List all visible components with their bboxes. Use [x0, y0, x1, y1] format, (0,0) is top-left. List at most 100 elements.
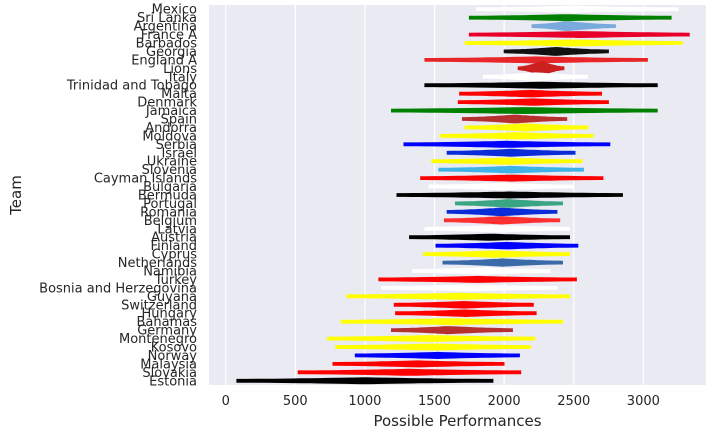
violin-italy [482, 72, 589, 82]
violin-bahamas [340, 318, 563, 326]
y-tick-label: Lions [163, 62, 197, 77]
violin-slovakia [297, 368, 522, 376]
violin-france-a [468, 31, 690, 39]
violin-latvia [424, 224, 570, 233]
violin-montenegro [326, 335, 536, 343]
y-tick-label: Moldova [142, 129, 197, 144]
violin-mexico [475, 5, 679, 13]
y-tick-label: Bulgaria [143, 180, 197, 195]
violin-series [236, 5, 690, 385]
violin-austria [409, 233, 570, 241]
y-tick-label: France A [141, 28, 197, 43]
x-axis-title: Possible Performances [373, 412, 541, 430]
y-tick-label: Guyana [147, 290, 197, 305]
y-tick-label: Sri Lanka [137, 11, 197, 26]
y-tick-label: Portugal [143, 197, 197, 212]
y-tick-label: Norway [148, 349, 198, 364]
y-tick-label: Slovakia [142, 366, 197, 381]
y-tick-label: Malta [161, 87, 197, 102]
violin-germany [390, 326, 513, 335]
y-tick-label: Andorra [145, 121, 197, 136]
violin-norway [354, 351, 520, 360]
y-tick-label: Bosnia and Herzegovina [39, 281, 197, 296]
y-tick-label: Spain [161, 113, 197, 128]
x-tick-label: 3000 [627, 394, 660, 409]
violin-bulgaria [428, 182, 575, 191]
violin-namibia [411, 267, 551, 275]
y-tick-label: Estonia [149, 374, 197, 389]
y-tick-label: Denmark [137, 96, 197, 111]
y-tick-label: Italy [169, 70, 198, 85]
violin-moldova [439, 132, 594, 140]
violin-georgia [503, 46, 609, 56]
violin-kosovo [335, 343, 531, 351]
violin-switzerland [393, 300, 534, 309]
y-tick-label: Romania [140, 205, 197, 220]
y-tick-label: Malaysia [140, 357, 197, 372]
y-tick-label: Netherlands [118, 256, 197, 271]
y-tick-label: Switzerland [121, 298, 197, 313]
x-tick-label: 2500 [557, 394, 590, 409]
y-tick-label: Namibia [143, 265, 197, 280]
violin-trinidad-and-tobago [424, 81, 658, 89]
x-tick-label: 500 [283, 394, 308, 409]
x-tick-label: 2000 [488, 394, 521, 409]
y-tick-label: Bahamas [137, 315, 198, 330]
violin-cayman-islands [420, 174, 604, 182]
violin-belgium [443, 216, 561, 225]
violin-turkey [378, 275, 577, 283]
y-tick-label: Trinidad and Tobago [66, 79, 197, 94]
y-tick-label: Latvia [157, 222, 197, 237]
violin-denmark [457, 98, 609, 106]
y-tick-label: Germany [137, 324, 197, 339]
violin-sri-lanka [468, 14, 672, 22]
violin-cyprus [422, 250, 570, 258]
y-tick-label: Ukraine [147, 155, 197, 170]
y-tick-label: Slovenia [142, 163, 197, 178]
x-tick-label: 1500 [418, 394, 451, 409]
violin-hungary [395, 309, 537, 318]
y-tick-label: Mexico [152, 3, 197, 18]
violin-romania [446, 207, 558, 217]
violin-malta [459, 89, 602, 98]
y-tick-label: Montenegro [119, 332, 197, 347]
y-tick-label: Barbados [136, 37, 198, 52]
violin-estonia [236, 377, 494, 385]
x-tick-label: 1000 [348, 394, 381, 409]
violin-malaysia [332, 360, 505, 368]
violin-serbia [403, 140, 611, 148]
y-tick-label: Cayman Islands [94, 172, 197, 187]
violin-england-a [424, 56, 648, 64]
violin-andorra [464, 123, 589, 132]
violin-jamaica [390, 107, 658, 115]
x-tick-labels: 0 500 1000 1500 2000 2500 3000 [222, 394, 660, 409]
violin-barbados [464, 39, 683, 47]
y-tick-label: Serbia [156, 138, 197, 153]
y-tick-label: Belgium [144, 214, 197, 229]
y-tick-label: Hungary [141, 307, 197, 322]
violin-lions [517, 61, 565, 76]
y-tick-label: England A [131, 53, 197, 68]
y-tick-label: Kosovo [151, 341, 197, 356]
violin-guyana [346, 292, 570, 300]
violin-israel [446, 148, 576, 157]
y-tick-label: Jamaica [145, 104, 197, 119]
y-tick-label: Bermuda [138, 189, 197, 204]
violin-netherlands [442, 258, 563, 267]
y-tick-label: Georgia [146, 45, 197, 60]
y-tick-label: Turkey [154, 273, 198, 288]
y-tick-label: Cyprus [152, 248, 198, 263]
y-tick-label: Israel [161, 146, 197, 161]
y-tick-label: Argentina [134, 20, 197, 35]
y-tick-label: Finland [151, 239, 197, 254]
y-tick-label: Austria [151, 231, 197, 246]
violin-slovenia [438, 165, 584, 174]
violin-bermuda [396, 191, 623, 199]
violin-ukraine [431, 157, 583, 165]
violin-bosnia-and-herzegovina [381, 284, 558, 292]
violin-portugal [454, 199, 563, 208]
violin-argentina [531, 21, 616, 32]
violin-finland [435, 241, 579, 250]
